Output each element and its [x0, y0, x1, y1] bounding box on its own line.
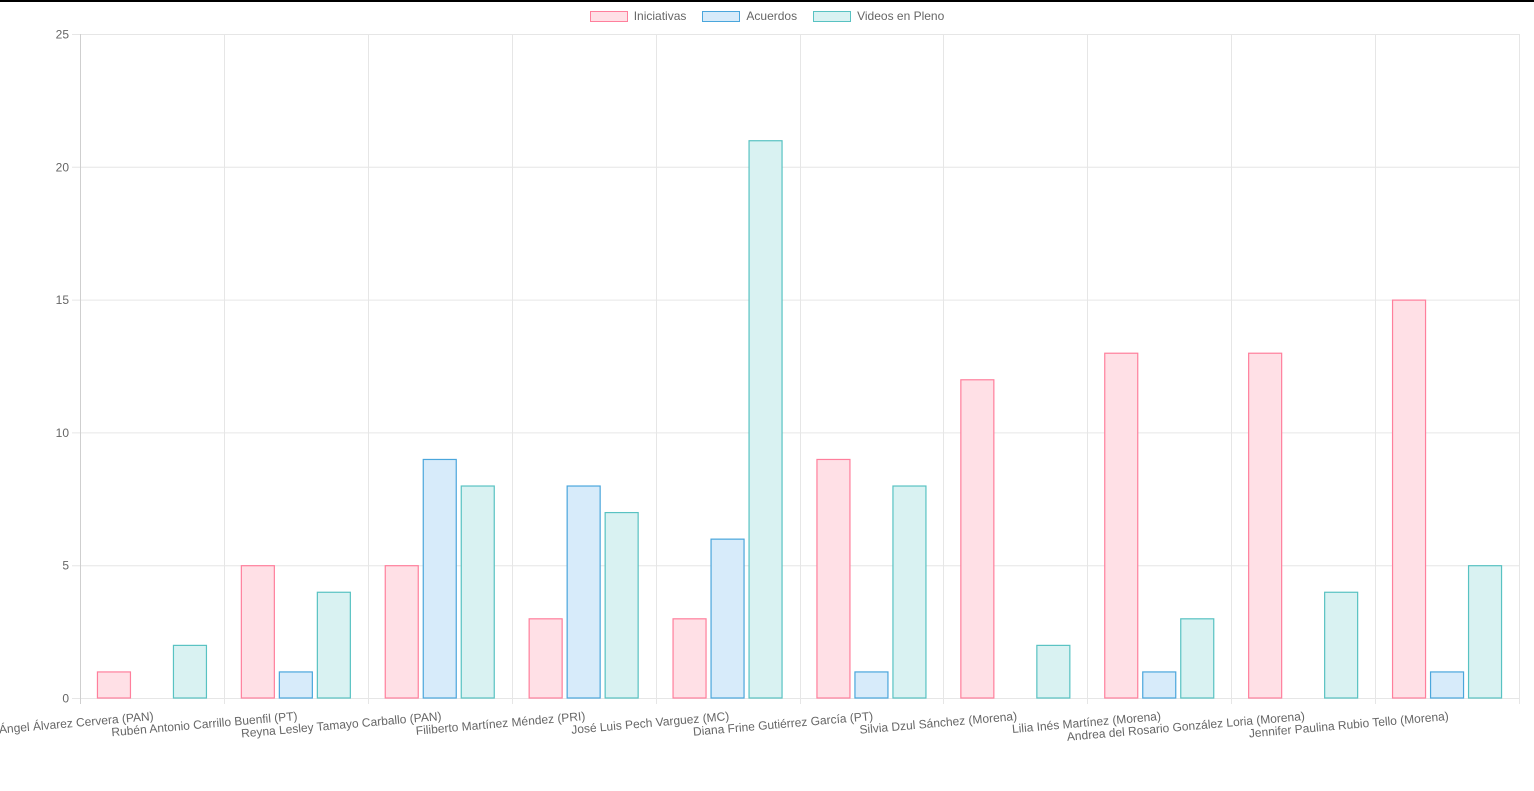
bar-iniciativas-3	[528, 618, 563, 699]
bar-iniciativas-9	[1391, 299, 1427, 699]
bar-videos-en-pleno-4	[748, 140, 783, 699]
bar-videos-en-pleno-2	[460, 485, 495, 699]
bar-iniciativas-4	[672, 618, 707, 699]
bar-videos-en-pleno-0	[172, 644, 208, 699]
bar-iniciativas-7	[1104, 352, 1139, 699]
bar-acuerdos-3	[566, 485, 601, 699]
legend-label-videos: Videos en Pleno	[857, 9, 945, 23]
bar-acuerdos-1	[278, 671, 313, 699]
bar-acuerdos-4	[710, 538, 745, 699]
chart-legend: Iniciativas Acuerdos Videos en Pleno	[0, 9, 1534, 23]
legend-item-iniciativas[interactable]: Iniciativas	[589, 9, 687, 23]
legend-swatch-acuerdos	[702, 10, 741, 22]
y-tick-label-5: 5	[62, 559, 69, 573]
bar-iniciativas-5	[816, 458, 851, 699]
x-tick-label-6: Silvia Dzul Sánchez (Morena)	[859, 709, 1018, 737]
bar-iniciativas-8	[1248, 352, 1283, 699]
bar-videos-en-pleno-8	[1324, 591, 1359, 699]
bar-acuerdos-2	[422, 458, 457, 699]
bar-videos-en-pleno-5	[892, 485, 927, 699]
y-tick-label-25: 25	[56, 28, 70, 42]
legend-label-acuerdos: Acuerdos	[746, 9, 798, 23]
bar-videos-en-pleno-6	[1036, 644, 1071, 699]
top-border	[0, 0, 1534, 2]
bar-videos-en-pleno-9	[1467, 565, 1503, 699]
y-tick-label-20: 20	[56, 160, 70, 174]
legend-item-videos[interactable]: Videos en Pleno	[813, 9, 944, 23]
bar-acuerdos-9	[1429, 671, 1465, 699]
y-tick-label-15: 15	[56, 293, 70, 307]
bar-videos-en-pleno-7	[1180, 618, 1215, 699]
bar-videos-en-pleno-1	[316, 591, 351, 699]
legend-label-iniciativas: Iniciativas	[633, 9, 687, 23]
legend-swatch-videos	[813, 10, 852, 22]
bar-iniciativas-0	[96, 671, 132, 699]
bar-acuerdos-5	[854, 671, 889, 699]
legend-item-acuerdos[interactable]: Acuerdos	[702, 9, 797, 23]
legend-swatch-iniciativas	[589, 10, 628, 22]
bar-acuerdos-7	[1142, 671, 1177, 699]
bar-videos-en-pleno-3	[604, 511, 639, 699]
bar-iniciativas-1	[240, 565, 275, 699]
bar-iniciativas-2	[384, 565, 419, 699]
y-tick-label-10: 10	[56, 426, 70, 440]
y-tick-label-0: 0	[62, 692, 69, 706]
bar-iniciativas-6	[960, 379, 995, 699]
